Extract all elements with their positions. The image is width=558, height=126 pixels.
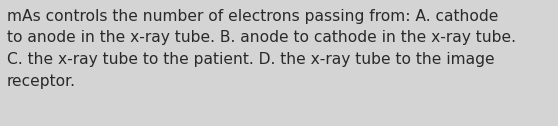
Text: mAs controls the number of electrons passing from: A. cathode
to anode in the x-: mAs controls the number of electrons pas… [7,9,516,89]
